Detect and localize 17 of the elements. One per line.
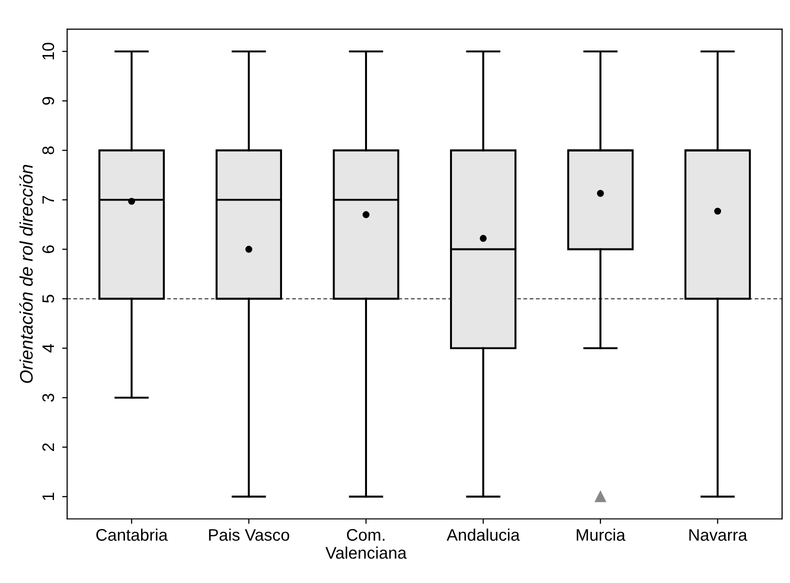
y-axis-title: Orientación de rol dirección bbox=[19, 164, 33, 383]
x-tick-label: Navarra bbox=[689, 529, 748, 541]
y-tick-label: 10 bbox=[42, 42, 54, 60]
y-tick-label: 2 bbox=[42, 443, 54, 451]
y-tick-label: 6 bbox=[42, 245, 54, 254]
x-tick-label: Cantabria bbox=[96, 528, 168, 541]
x-tick-label: Pais Vasco bbox=[209, 528, 290, 541]
y-tick-label: 8 bbox=[42, 146, 54, 154]
y-tick-label: 1 bbox=[42, 492, 54, 500]
y-tick-label: 4 bbox=[42, 344, 54, 352]
y-tick-label: 7 bbox=[42, 196, 54, 204]
x-tick-label: Com. Valenciana bbox=[325, 529, 407, 559]
x-tick-label: Murcia bbox=[576, 528, 626, 541]
y-tick-label: 5 bbox=[42, 294, 54, 303]
y-tick-label: 9 bbox=[42, 97, 54, 105]
y-tick-label: 3 bbox=[42, 394, 54, 402]
x-tick-label: Andalucia bbox=[446, 528, 520, 541]
